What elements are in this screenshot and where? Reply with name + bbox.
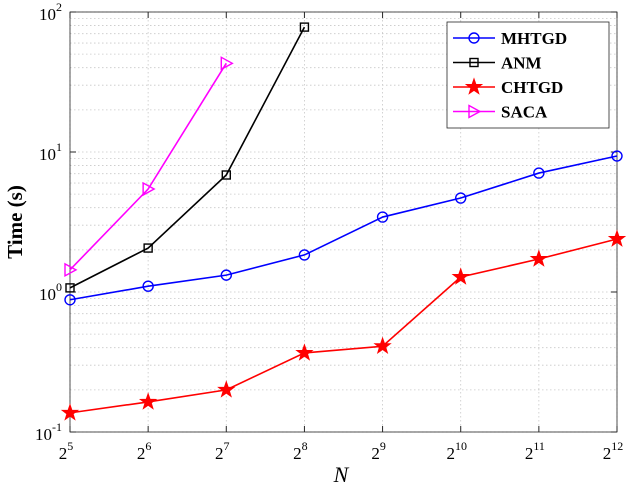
- y-tick-label: 100: [39, 280, 62, 304]
- y-tick-base: 10: [39, 145, 56, 164]
- x-tick-exponent: 11: [533, 439, 545, 453]
- series-line: [69, 26, 306, 289]
- x-tick-label: 210: [446, 439, 467, 463]
- marker: [464, 77, 484, 95]
- marker: [376, 211, 389, 223]
- y-tick-label: 102: [39, 0, 62, 24]
- x-tick-exponent: 10: [455, 439, 467, 453]
- marker: [142, 181, 156, 197]
- marker: [451, 267, 470, 285]
- legend-label: ANM: [501, 54, 542, 73]
- plot-frame: [69, 11, 618, 433]
- x-tick-base: 2: [59, 444, 68, 463]
- x-tick-exponent: 12: [611, 439, 623, 453]
- series-line: [69, 62, 227, 271]
- x-tick-exponent: 8: [302, 439, 308, 453]
- marker: [217, 380, 236, 398]
- marker: [220, 269, 232, 281]
- marker: [64, 262, 78, 278]
- y-tick-base: 10: [39, 285, 56, 304]
- legend-box: [446, 21, 610, 129]
- series-line: [69, 238, 618, 414]
- y-tick-label: 10-1: [35, 420, 62, 444]
- x-tick-label: 26: [137, 439, 152, 463]
- marker: [64, 294, 76, 306]
- marker: [468, 32, 480, 44]
- y-tick-base: 10: [35, 425, 52, 444]
- x-tick-base: 2: [293, 444, 302, 463]
- marker: [373, 336, 392, 355]
- x-tick-exponent: 5: [67, 439, 73, 453]
- marker: [220, 56, 234, 71]
- x-axis-label: N: [333, 462, 350, 487]
- legend-label: CHTGD: [501, 78, 563, 97]
- marker: [469, 57, 479, 68]
- marker: [611, 150, 623, 162]
- x-tick-exponent: 6: [145, 439, 151, 453]
- marker: [295, 343, 314, 361]
- x-tick-base: 2: [603, 444, 612, 463]
- marker: [138, 392, 158, 410]
- marker: [533, 167, 545, 179]
- y-tick-base: 10: [39, 5, 56, 24]
- y-axis-label: Time (s): [3, 185, 27, 259]
- y-tick-exponent: 1: [56, 140, 62, 154]
- marker: [529, 249, 549, 267]
- x-tick-label: 27: [215, 439, 230, 463]
- legend-label: MHTGD: [501, 29, 567, 48]
- y-tick-label: 101: [39, 140, 62, 164]
- marker: [298, 249, 311, 261]
- x-tick-label: 25: [59, 439, 74, 463]
- x-tick-base: 2: [215, 444, 224, 463]
- x-tick-base: 2: [137, 444, 146, 463]
- x-tick-label: 212: [603, 439, 624, 463]
- x-tick-base: 2: [525, 444, 534, 463]
- marker: [607, 229, 627, 247]
- legend-label: SACA: [501, 103, 548, 122]
- x-tick-base: 2: [371, 444, 380, 463]
- marker: [299, 22, 310, 32]
- marker: [142, 280, 154, 292]
- marker: [468, 104, 482, 119]
- marker: [60, 403, 80, 421]
- y-tick-exponent: 0: [56, 280, 62, 294]
- x-tick-label: 28: [293, 439, 308, 463]
- marker: [455, 192, 467, 204]
- marker: [65, 283, 75, 293]
- series-line: [69, 155, 618, 301]
- x-tick-label: 211: [525, 439, 545, 463]
- x-tick-label: 29: [371, 439, 386, 463]
- y-tick-exponent: 2: [56, 0, 62, 14]
- x-tick-exponent: 9: [380, 439, 386, 453]
- x-tick-exponent: 7: [224, 439, 230, 453]
- marker: [221, 170, 231, 180]
- y-tick-exponent: -1: [52, 420, 62, 434]
- x-tick-base: 2: [446, 444, 455, 463]
- marker: [143, 243, 153, 253]
